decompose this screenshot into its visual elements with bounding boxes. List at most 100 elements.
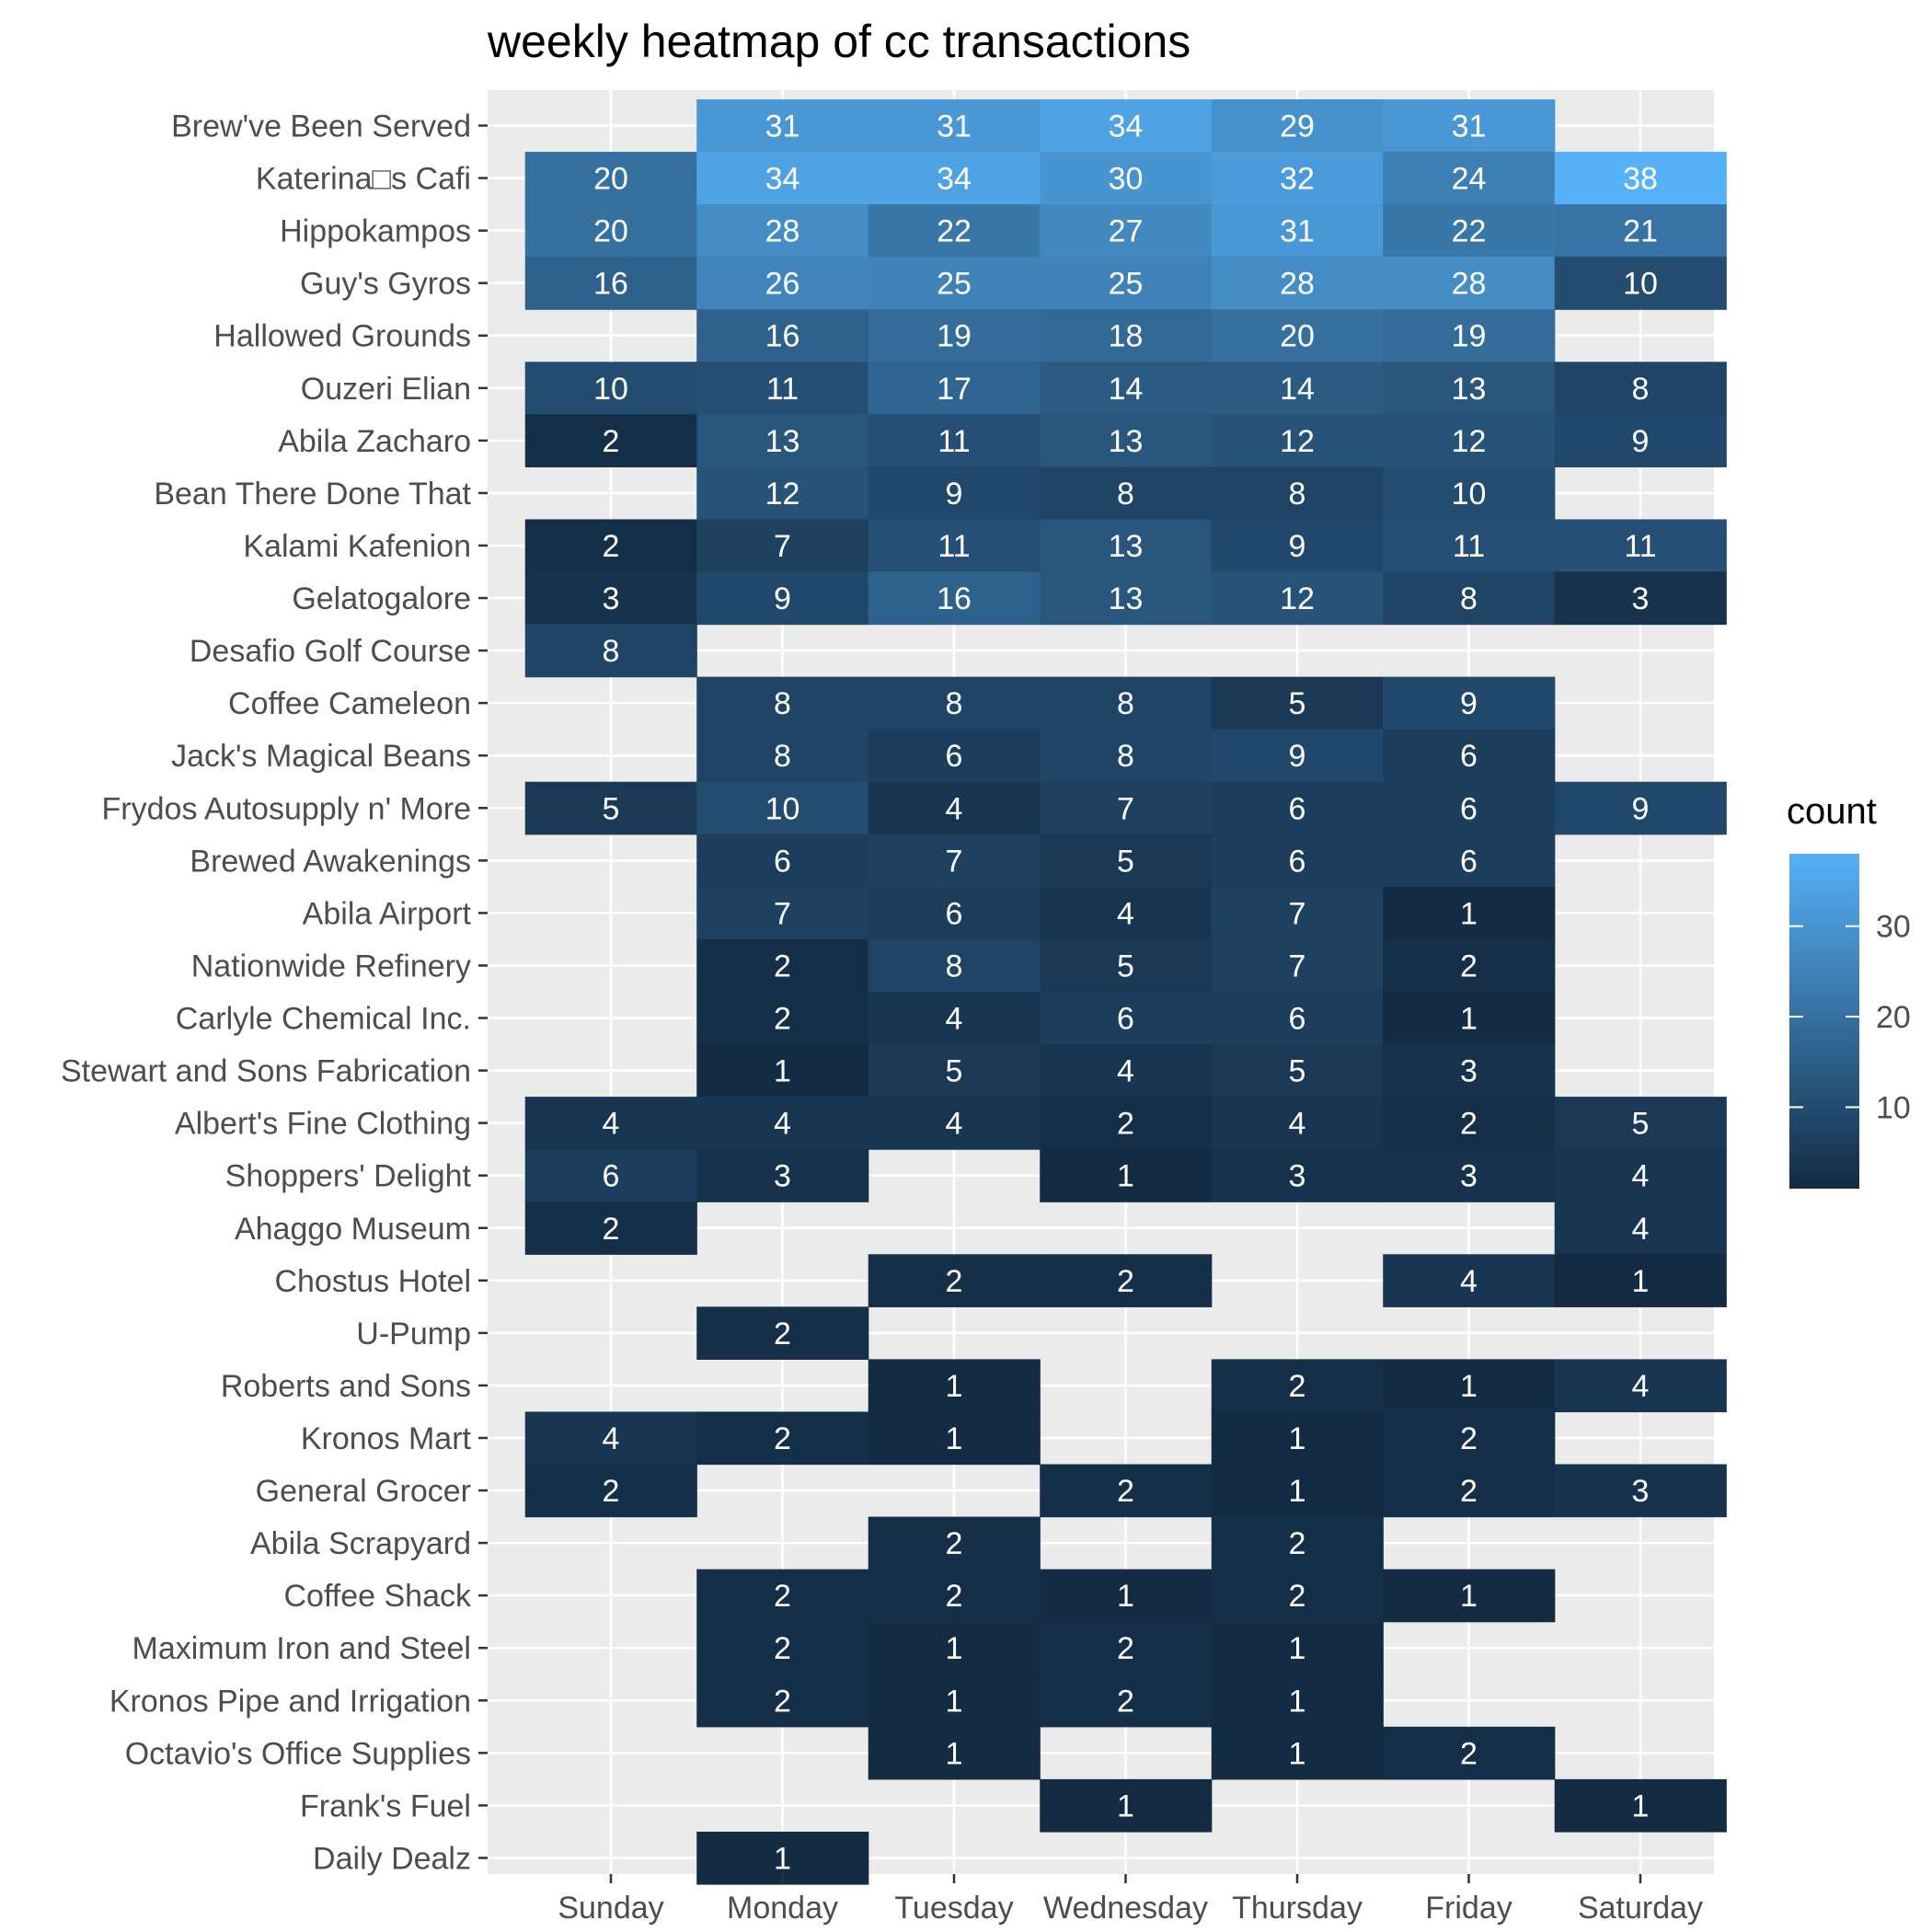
heatmap-cell xyxy=(1040,1097,1213,1150)
y-tick-label: Guy's Gyros xyxy=(300,267,471,302)
heatmap-cell xyxy=(1211,152,1384,205)
heatmap-cell xyxy=(524,519,697,573)
heatmap-cell xyxy=(1211,204,1384,258)
x-tick-label: Sunday xyxy=(558,1891,663,1926)
cell-value-label: 2 xyxy=(1289,1579,1306,1614)
heatmap-cell xyxy=(868,466,1041,521)
heatmap-cell xyxy=(696,1411,869,1466)
heatmap-cell xyxy=(696,466,869,521)
heatmap-cell xyxy=(524,257,697,310)
heatmap-cell xyxy=(1383,1254,1556,1307)
heatmap-cell xyxy=(868,98,1041,153)
cell-value-label: 11 xyxy=(937,529,970,564)
y-tick-label: Brew've Been Served xyxy=(171,109,471,144)
y-tick-label: Coffee Shack xyxy=(283,1579,472,1614)
heatmap-cell xyxy=(524,1411,697,1466)
heatmap-cell xyxy=(1383,1464,1556,1518)
heatmap-cell xyxy=(1383,729,1556,783)
cell-value-label: 8 xyxy=(774,686,791,721)
cell-value-label: 10 xyxy=(1452,477,1487,512)
cell-value-label: 2 xyxy=(774,1684,791,1719)
y-tick-label: Abila Zacharo xyxy=(278,424,471,459)
cell-value-label: 22 xyxy=(937,214,972,249)
heatmap-cell xyxy=(1383,466,1556,521)
heatmap-cell xyxy=(868,676,1041,730)
cell-value-label: 2 xyxy=(1460,949,1478,983)
cell-value-label: 2 xyxy=(774,949,791,983)
cell-value-label: 2 xyxy=(946,1579,963,1614)
cell-value-label: 6 xyxy=(1460,739,1478,774)
heatmap-cell xyxy=(1383,1149,1556,1202)
cell-value-label: 4 xyxy=(946,1107,963,1142)
y-tick-label: Frydos Autosupply n' More xyxy=(102,791,471,826)
cell-value-label: 25 xyxy=(937,267,972,302)
heatmap-cell xyxy=(1211,519,1384,573)
heatmap-cell xyxy=(1040,1569,1213,1623)
cell-value-label: 11 xyxy=(1453,529,1485,564)
cell-value-label: 1 xyxy=(1289,1474,1306,1509)
heatmap-cell xyxy=(1383,362,1556,415)
heatmap-cell xyxy=(696,152,869,205)
heatmap-cell xyxy=(1554,414,1727,467)
y-tick-label: Katerina□s Cafi xyxy=(256,162,471,197)
heatmap-cell xyxy=(696,204,869,258)
cell-value-label: 2 xyxy=(603,529,620,564)
y-tick-label: Kronos Mart xyxy=(301,1421,472,1456)
heatmap-cell xyxy=(1211,991,1384,1045)
heatmap-cell xyxy=(1383,204,1556,258)
heatmap-cell xyxy=(1040,938,1213,993)
y-tick-label: Ouzeri Elian xyxy=(301,372,471,407)
cell-value-label: 1 xyxy=(946,1736,963,1771)
cell-value-label: 2 xyxy=(1460,1474,1478,1509)
heatmap-cell xyxy=(524,414,697,467)
heatmap-cell xyxy=(868,1726,1041,1780)
cell-value-label: 24 xyxy=(1452,162,1487,197)
heatmap-cell xyxy=(868,729,1041,783)
cell-value-label: 19 xyxy=(1452,319,1487,354)
cell-value-label: 1 xyxy=(946,1631,963,1666)
heatmap-cell xyxy=(1383,676,1556,730)
cell-value-label: 2 xyxy=(1460,1107,1478,1142)
cell-value-label: 5 xyxy=(1289,1054,1306,1089)
x-tick-label: Friday xyxy=(1425,1891,1512,1926)
cell-value-label: 8 xyxy=(1117,686,1134,721)
cell-value-label: 9 xyxy=(1289,529,1306,564)
heatmap-cell xyxy=(696,886,869,940)
heatmap-cell xyxy=(1554,1202,1727,1255)
chart-title: weekly heatmap of cc transactions xyxy=(487,16,1190,67)
cell-value-label: 20 xyxy=(593,214,628,249)
cell-value-label: 1 xyxy=(1117,1788,1134,1823)
heatmap-cell xyxy=(1040,362,1213,415)
x-tick-label: Wednesday xyxy=(1043,1891,1208,1926)
cell-value-label: 1 xyxy=(1117,1579,1134,1614)
y-tick-label: Abila Airport xyxy=(303,896,472,931)
cell-value-label: 2 xyxy=(1289,1369,1306,1404)
y-tick-label: Frank's Fuel xyxy=(300,1788,471,1823)
heatmap-cell xyxy=(1211,571,1384,626)
cell-value-label: 19 xyxy=(937,319,972,354)
y-tick-label: Chostus Hotel xyxy=(274,1264,471,1299)
heatmap-cell xyxy=(1211,1569,1384,1623)
cell-value-label: 29 xyxy=(1280,109,1315,144)
x-tick-label: Thursday xyxy=(1232,1891,1363,1926)
heatmap-cell xyxy=(1383,1097,1556,1150)
cell-value-label: 2 xyxy=(1117,1107,1134,1142)
cell-value-label: 7 xyxy=(1289,896,1306,931)
cell-value-label: 20 xyxy=(1280,319,1315,354)
cell-value-label: 3 xyxy=(1632,581,1650,616)
heatmap-cell xyxy=(868,519,1041,573)
heatmap-cell xyxy=(1211,1516,1384,1570)
heatmap-cell xyxy=(1211,362,1384,415)
y-tick-label: Ahaggo Museum xyxy=(235,1212,471,1247)
cell-value-label: 4 xyxy=(1632,1369,1650,1404)
cell-value-label: 5 xyxy=(1117,844,1134,879)
heatmap-cell xyxy=(868,257,1041,310)
heatmap-cell xyxy=(696,571,869,626)
heatmap-cell xyxy=(1211,414,1384,467)
cell-value-label: 4 xyxy=(603,1107,620,1142)
cell-value-label: 1 xyxy=(946,1684,963,1719)
cell-value-label: 6 xyxy=(1289,791,1306,826)
heatmap-cell xyxy=(1040,414,1213,467)
heatmap-cell xyxy=(1211,834,1384,888)
